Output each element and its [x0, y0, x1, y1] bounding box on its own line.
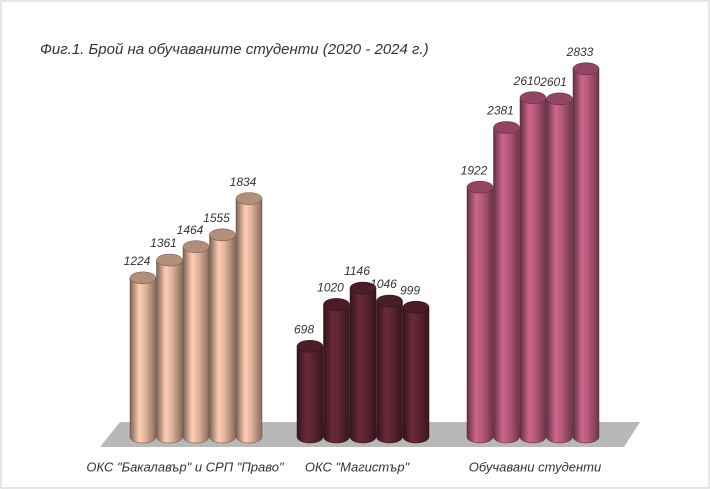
value-label: 2381: [486, 104, 514, 118]
cylinder-top: [546, 92, 573, 106]
cylinder: [209, 234, 236, 444]
value-label: 1020: [317, 281, 344, 295]
cylinder-top: [402, 300, 430, 314]
cylinder-top: [519, 91, 547, 104]
cylinder: [296, 346, 324, 444]
cylinder-top: [156, 253, 183, 267]
cylinder: [402, 306, 430, 444]
cylinder: [323, 304, 350, 444]
cylinder: [156, 259, 183, 444]
cylinder: [376, 300, 403, 444]
cylinder: [546, 98, 573, 444]
category-label: Обучавани студенти: [469, 459, 602, 474]
cylinder: [519, 97, 547, 444]
value-label: 1555: [203, 211, 230, 225]
cylinder-top: [235, 192, 263, 205]
value-label: 1224: [124, 254, 151, 268]
cylinder-top: [349, 281, 377, 295]
cylinder-top: [466, 180, 494, 194]
cylinder-top: [376, 294, 403, 308]
value-label: 2833: [566, 45, 594, 59]
cylinder-top: [182, 240, 210, 253]
cylinder-top: [572, 62, 600, 75]
cylinder: [129, 277, 157, 444]
value-label: 1361: [150, 236, 177, 250]
cylinder: [349, 287, 377, 444]
category-label: ОКС "Магистър": [305, 459, 411, 474]
value-label: 1146: [344, 264, 370, 278]
cylinder-top: [493, 121, 520, 134]
cylinder: [182, 246, 210, 444]
value-label: 698: [294, 322, 314, 336]
value-label: 1464: [177, 223, 204, 237]
value-label: 2601: [539, 75, 567, 89]
cylinder: [466, 186, 494, 444]
cylinder-top: [296, 340, 324, 353]
chart-title: Фиг.1. Брой на обучаваните студенти (202…: [40, 41, 429, 58]
cylinder-top: [323, 298, 350, 311]
value-label: 1922: [461, 163, 488, 177]
value-label: 999: [400, 283, 420, 297]
value-label: 1834: [230, 175, 257, 189]
cylinder: [235, 198, 263, 444]
cylinder: [572, 68, 600, 444]
cylinder-top: [129, 271, 157, 285]
cylinder-top: [209, 228, 236, 242]
cylinder: [493, 127, 520, 444]
value-label: 1046: [370, 277, 397, 291]
category-label: ОКС "Бакалавър" и СРП "Право": [86, 459, 285, 474]
value-label: 2610: [513, 74, 541, 88]
